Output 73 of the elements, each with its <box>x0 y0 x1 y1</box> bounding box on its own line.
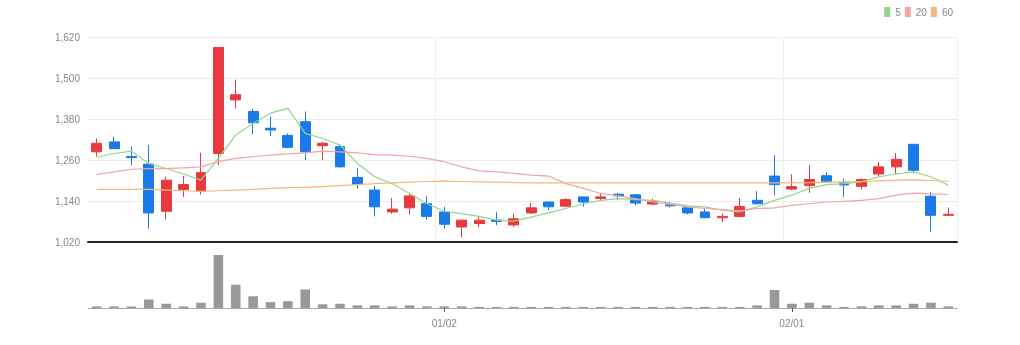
bar <box>213 255 224 308</box>
bar <box>265 302 276 308</box>
y-tick-label: 1,140 <box>54 195 81 207</box>
bar <box>804 302 815 308</box>
candlestick <box>543 201 554 211</box>
candlestick <box>300 110 311 161</box>
candlestick <box>456 218 467 239</box>
bar <box>283 301 293 308</box>
bar <box>230 284 241 308</box>
line-series <box>96 107 949 222</box>
candlestick <box>595 192 606 201</box>
candlestick <box>352 167 363 189</box>
candlestick <box>873 161 884 178</box>
candlestick <box>439 206 450 230</box>
candlestick <box>474 215 485 228</box>
bar <box>369 305 380 308</box>
candlestick <box>404 193 415 216</box>
candlestick <box>369 185 380 217</box>
bar <box>404 305 415 308</box>
y-tick-label: 1,260 <box>54 154 81 166</box>
candlestick <box>943 206 954 217</box>
candlestick <box>908 143 919 174</box>
candlestick <box>126 146 137 166</box>
bar <box>161 303 171 308</box>
line-series <box>96 150 949 212</box>
candlestick <box>265 116 276 137</box>
bar <box>196 302 206 308</box>
y-tick-label: 1,500 <box>54 72 81 84</box>
candlestick <box>578 196 589 208</box>
y-tick-label: 1,020 <box>54 236 81 248</box>
candlestick <box>700 208 710 219</box>
y-tick-label: 1,380 <box>54 113 81 125</box>
candlestick <box>925 191 936 233</box>
candlestick <box>682 206 693 215</box>
candlestick <box>752 190 763 206</box>
y-tick-label: 1,620 <box>54 31 81 43</box>
bar <box>300 289 311 308</box>
candlestick <box>821 171 832 184</box>
bar <box>144 299 154 308</box>
candlestick <box>91 137 102 158</box>
bar <box>752 305 762 308</box>
candlestick <box>421 195 432 220</box>
candlestick <box>178 175 189 198</box>
line-series <box>96 179 949 193</box>
bar <box>769 289 780 308</box>
candlestick <box>387 197 398 215</box>
candlestick <box>161 176 172 220</box>
bar <box>317 304 328 308</box>
bar <box>352 305 363 308</box>
candlestick <box>213 47 224 166</box>
candlestick <box>717 213 728 223</box>
candlestick <box>143 144 154 230</box>
x-tick-label: 01/02 <box>431 317 458 329</box>
legend-label: 5 <box>895 6 902 18</box>
bar <box>891 305 901 308</box>
candlestick <box>560 197 571 208</box>
bar <box>787 303 797 308</box>
candlestick <box>248 108 259 135</box>
candlestick <box>196 152 206 196</box>
bar <box>926 302 936 308</box>
bar <box>821 305 832 308</box>
candlestick <box>317 141 328 161</box>
bar <box>248 296 258 308</box>
bar <box>874 305 884 308</box>
bar <box>335 303 345 308</box>
candlestick <box>526 202 537 215</box>
legend-label: 60 <box>941 6 954 18</box>
x-tick-label: 02/01 <box>779 317 805 329</box>
candlestick <box>891 152 902 175</box>
candlestick <box>230 79 241 109</box>
candlestick <box>109 136 120 150</box>
candlestick <box>282 132 293 149</box>
legend-label: 20 <box>915 6 928 18</box>
